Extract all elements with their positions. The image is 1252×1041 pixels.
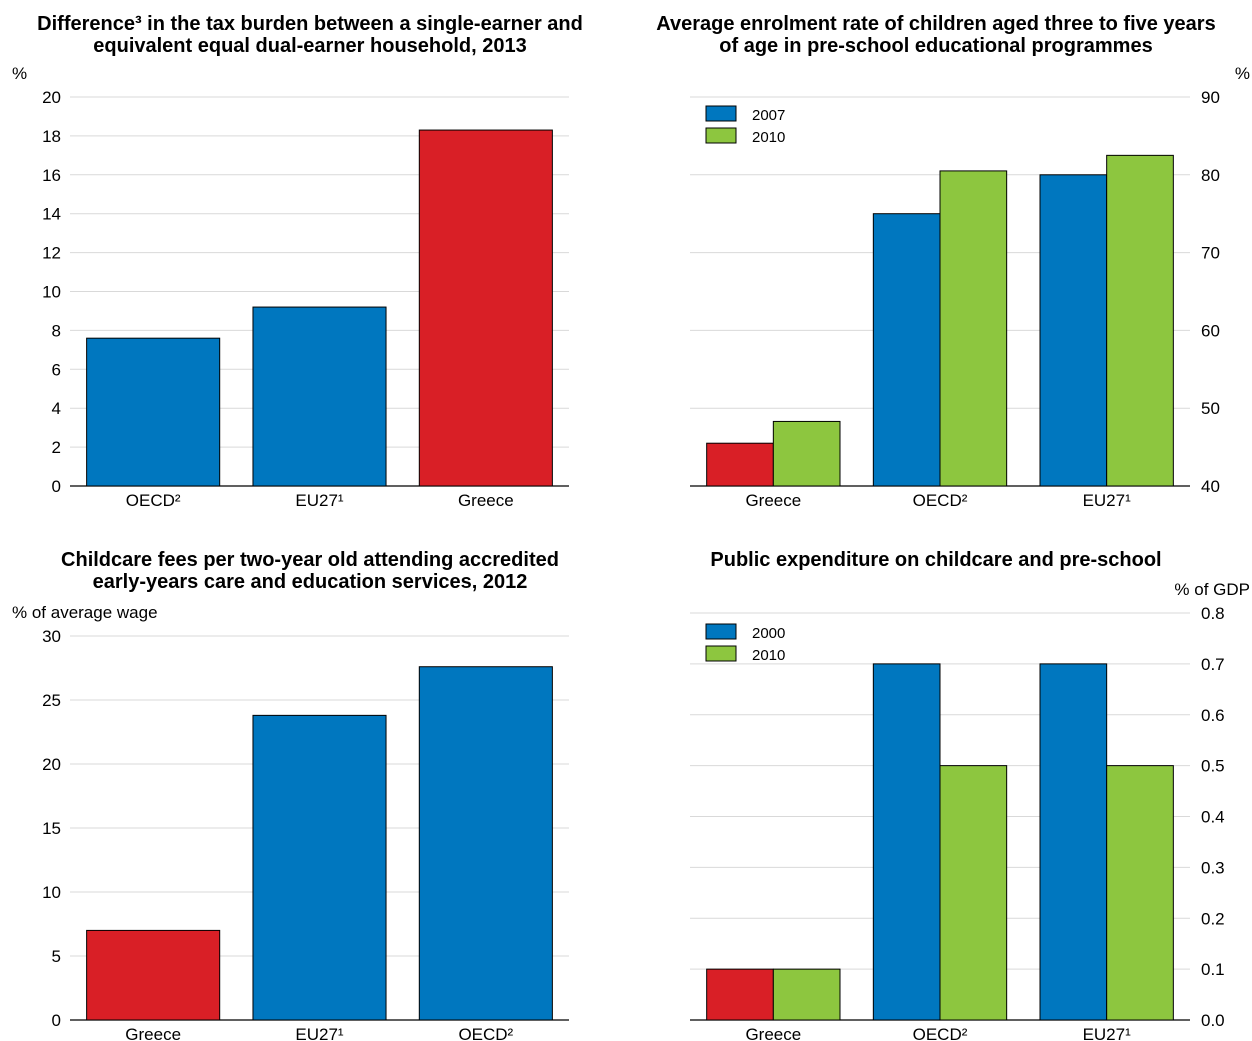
y-tick-label: 60	[1201, 321, 1220, 340]
bar-eu27	[252, 714, 387, 1021]
legend-swatch-2007	[705, 105, 737, 122]
y-tick-label: 14	[42, 205, 61, 224]
bar-oecd	[418, 666, 553, 1021]
legend-label-2010: 2010	[752, 129, 785, 146]
bar-greece-2010	[772, 968, 841, 1021]
y-tick-label: 20	[42, 88, 61, 107]
y-tick-label: 0.4	[1201, 808, 1225, 827]
bar-eu27-2010	[1106, 154, 1174, 487]
y-tick-label: 0.2	[1201, 909, 1225, 928]
y-tick-label: 16	[42, 166, 61, 185]
y-tick-label: 18	[42, 127, 61, 146]
y-tick-label: 2	[52, 438, 61, 457]
y-tick-label: 0.1	[1201, 960, 1225, 979]
bar-greece	[86, 929, 221, 1021]
x-category-label: OECD²	[913, 1025, 968, 1041]
y-tick-label: 10	[42, 883, 61, 902]
y-tick-label: 12	[42, 244, 61, 263]
bar-eu27-2007	[1039, 174, 1108, 487]
x-category-label: EU27¹	[1083, 491, 1132, 510]
legend-label-2010: 2010	[752, 647, 785, 664]
legend-label-2007: 2007	[752, 107, 785, 124]
x-category-label: OECD²	[458, 1025, 513, 1041]
y-tick-label: 70	[1201, 244, 1220, 263]
axis-unit-label: %	[1235, 64, 1250, 83]
x-category-label: OECD²	[913, 491, 968, 510]
chart-title-line: of age in pre-school educational program…	[719, 35, 1152, 57]
y-tick-label: 5	[52, 947, 61, 966]
x-category-label: Greece	[458, 491, 514, 510]
x-category-label: EU27¹	[1083, 1025, 1132, 1041]
chart-title-line: early-years care and education services,…	[93, 571, 528, 593]
bar-oecd-2010	[939, 765, 1008, 1021]
legend-swatch-2010	[705, 127, 737, 144]
y-tick-label: 20	[42, 755, 61, 774]
chart-panel-1: Difference³ in the tax burden between a …	[12, 13, 583, 510]
legend-label-2000: 2000	[752, 625, 785, 642]
y-tick-label: 15	[42, 819, 61, 838]
y-tick-label: 50	[1201, 399, 1220, 418]
y-tick-label: 30	[42, 627, 61, 646]
y-tick-label: 0.5	[1201, 757, 1225, 776]
bar-oecd-2010	[939, 170, 1008, 487]
bar-oecd	[86, 337, 221, 487]
chart-title-line: Public expenditure on childcare and pre-…	[710, 549, 1161, 571]
chart-title-line: Childcare fees per two-year old attendin…	[61, 549, 559, 571]
y-tick-label: 0.6	[1201, 706, 1225, 725]
chart-title-line: Average enrolment rate of children aged …	[656, 13, 1215, 35]
y-tick-label: 90	[1201, 88, 1220, 107]
y-tick-label: 25	[42, 691, 61, 710]
bar-greece-2010	[772, 420, 841, 487]
chart-panel-3: Childcare fees per two-year old attendin…	[12, 549, 569, 1041]
y-tick-label: 0	[52, 477, 61, 496]
x-category-label: EU27¹	[295, 1025, 344, 1041]
chart-panel-2: Average enrolment rate of children aged …	[656, 13, 1250, 510]
bar-greece-2000	[706, 968, 774, 1021]
bar-eu27	[252, 306, 387, 487]
chart-title-line: Difference³ in the tax burden between a …	[37, 13, 583, 35]
y-tick-label: 80	[1201, 166, 1220, 185]
legend-swatch-2010	[705, 645, 737, 662]
x-category-label: Greece	[125, 1025, 181, 1041]
bar-eu27-2010	[1106, 765, 1174, 1021]
bar-greece-2007	[706, 442, 774, 487]
y-tick-label: 0.8	[1201, 604, 1225, 623]
legend-swatch-2000	[705, 623, 737, 640]
axis-unit-label: %	[12, 64, 27, 83]
y-tick-label: 0.7	[1201, 655, 1225, 674]
bar-eu27-2000	[1039, 663, 1108, 1021]
axis-unit-label: % of average wage	[12, 603, 158, 622]
y-tick-label: 6	[52, 360, 61, 379]
y-tick-label: 4	[52, 399, 61, 418]
y-tick-label: 0	[52, 1011, 61, 1030]
y-tick-label: 0.0	[1201, 1011, 1225, 1030]
y-tick-label: 8	[52, 321, 61, 340]
y-tick-label: 0.3	[1201, 858, 1225, 877]
x-category-label: Greece	[745, 1025, 801, 1041]
axis-unit-label: % of GDP	[1174, 580, 1250, 599]
chart-panel-4: Public expenditure on childcare and pre-…	[690, 549, 1250, 1041]
chart-title-line: equivalent equal dual-earner household, …	[93, 35, 526, 57]
y-tick-label: 40	[1201, 477, 1220, 496]
x-category-label: EU27¹	[295, 491, 344, 510]
bar-oecd-2007	[872, 213, 941, 487]
x-category-label: OECD²	[126, 491, 181, 510]
bar-greece	[418, 129, 553, 487]
y-tick-label: 10	[42, 283, 61, 302]
x-category-label: Greece	[745, 491, 801, 510]
bar-oecd-2000	[872, 663, 941, 1021]
